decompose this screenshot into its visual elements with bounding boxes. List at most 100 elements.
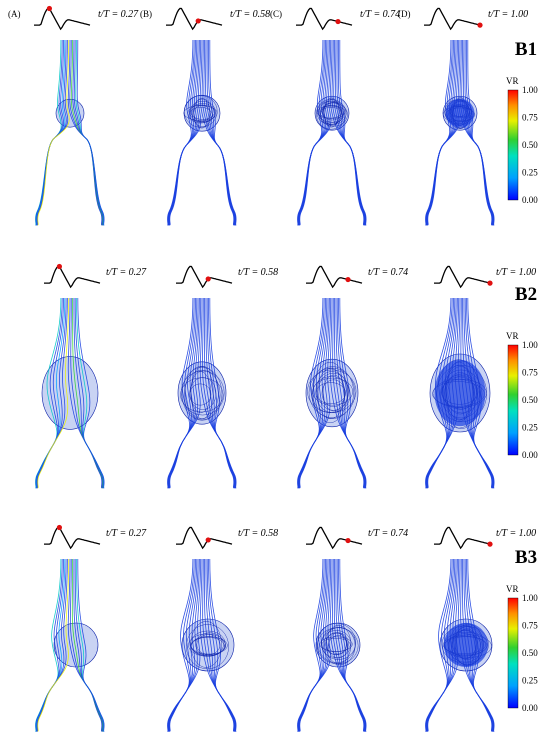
swirl-line <box>325 632 348 655</box>
colorbar-tick-label: 0.75 <box>522 621 538 631</box>
label-layer: (A) t/T = 0.27 (B) t/T = 0.58 (C) t/T = 0.74(… <box>8 9 538 713</box>
time-label: t/T = 0.27 <box>106 267 147 278</box>
waveform-icon <box>176 265 233 289</box>
time-marker <box>345 537 351 544</box>
waveform-icon <box>166 7 223 31</box>
swirl-line <box>317 105 346 119</box>
time-label: t/T = 1.00 <box>496 528 536 539</box>
time-marker <box>195 18 201 24</box>
swirl-line <box>196 634 221 655</box>
colorbar-tick-label: 1.00 <box>522 593 538 603</box>
colorbar <box>507 344 519 456</box>
swirl-line <box>188 106 213 124</box>
streamline <box>425 39 452 226</box>
streamline <box>299 297 332 489</box>
streamline <box>37 558 70 732</box>
time-label: t/T = 0.74 <box>368 528 408 539</box>
colorbar-tick-label: 0.50 <box>522 648 538 658</box>
dense-streamlines <box>443 622 489 668</box>
streamline <box>35 39 64 226</box>
time-label: t/T = 0.58 <box>230 9 270 20</box>
time-label: t/T = 1.00 <box>496 267 536 278</box>
time-marker <box>56 263 63 270</box>
colorbar-tick-label: 0.25 <box>522 423 538 433</box>
streamline <box>169 297 202 489</box>
time-label: t/T = 0.27 <box>98 9 139 20</box>
row-label: B1 <box>515 39 537 60</box>
panel-letter: (D) <box>398 9 411 19</box>
colorbar-gradient <box>507 597 519 709</box>
waveform-icon <box>296 7 353 31</box>
vessel-streamlines <box>167 558 237 732</box>
waveform-icon <box>44 263 101 289</box>
vessel-streamlines <box>425 558 495 732</box>
swirl-line <box>189 383 212 406</box>
waveform-curve <box>176 265 233 289</box>
waveform-curve <box>166 7 223 31</box>
swirl-line <box>186 624 229 670</box>
streamline <box>76 39 105 226</box>
swirl-line <box>327 635 349 659</box>
waveform-icon <box>424 7 483 31</box>
swirl-line <box>322 374 345 412</box>
vessel-streamlines <box>167 297 237 489</box>
waveform-curve <box>296 7 353 31</box>
colorbar-tick-label: 0.00 <box>522 703 538 713</box>
streamline <box>209 297 237 489</box>
time-marker <box>205 276 211 282</box>
vessel-streamlines <box>297 558 367 732</box>
streamline <box>37 297 70 489</box>
streamline <box>425 39 453 226</box>
colorbar-tick-label: 0.00 <box>522 195 538 205</box>
vessel-layer <box>34 5 519 732</box>
aneurysm-sac <box>53 622 99 668</box>
colorbar-tick-label: 0.75 <box>522 113 538 123</box>
waveform-icon <box>306 265 363 289</box>
vessel-streamlines <box>35 558 105 732</box>
colorbar-tick-label: 1.00 <box>522 85 538 95</box>
colorbar-title: VR <box>506 584 519 594</box>
vessel-streamlines <box>35 39 105 226</box>
waveform-curve <box>434 526 491 550</box>
panel-letter: (B) <box>140 9 152 19</box>
swirl-line <box>321 379 346 407</box>
streamline <box>297 39 324 226</box>
swirl-line <box>322 102 343 121</box>
colorbar-gradient <box>507 344 519 456</box>
swirl-line <box>180 370 225 416</box>
waveform-curve <box>424 7 481 31</box>
row-label: B3 <box>515 547 537 568</box>
row-label: B2 <box>515 284 537 305</box>
colorbar-gradient <box>507 89 519 201</box>
waveform-curve <box>306 265 363 289</box>
streamline <box>427 39 460 226</box>
time-marker <box>487 280 493 286</box>
vessel-streamlines <box>167 39 237 226</box>
waveform-curve <box>34 7 91 31</box>
colorbar-tick-label: 0.25 <box>522 676 538 686</box>
colorbar-tick-label: 0.50 <box>522 395 538 405</box>
colorbar-title: VR <box>506 76 519 86</box>
streamline <box>37 39 70 226</box>
streamline <box>35 39 63 226</box>
streamline <box>467 558 495 732</box>
time-marker <box>345 276 351 283</box>
vessel-streamlines <box>425 39 495 226</box>
swirl-line <box>319 102 348 127</box>
time-marker <box>335 18 341 25</box>
dense-streamlines <box>445 98 475 128</box>
waveform-curve <box>44 265 101 289</box>
swirl-line <box>312 376 351 414</box>
swirl-line <box>316 99 347 130</box>
panel-letter: (C) <box>270 9 282 19</box>
streamline <box>339 39 367 226</box>
waveform-icon <box>434 526 493 550</box>
dense-streamlines <box>434 359 486 427</box>
time-label: t/T = 0.58 <box>238 528 278 539</box>
vessel-streamlines <box>425 297 495 489</box>
colorbar-tick-label: 0.75 <box>522 368 538 378</box>
swirl-line <box>187 104 216 123</box>
swirl-line <box>180 377 224 413</box>
time-label: t/T = 0.27 <box>106 528 147 539</box>
